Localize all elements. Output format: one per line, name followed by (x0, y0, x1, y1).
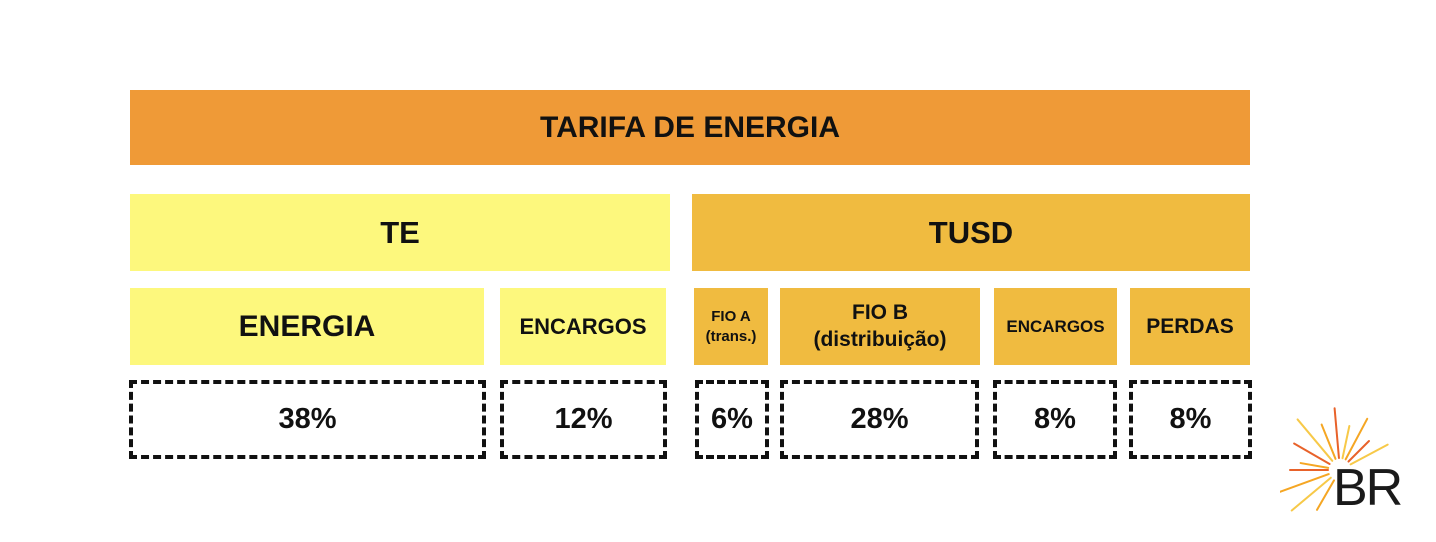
component-encargos-tusd: ENCARGOS (994, 288, 1117, 365)
logo-ray (1344, 417, 1369, 461)
logo-text: BR (1333, 459, 1403, 517)
value-fio-b: 28% (780, 380, 979, 459)
value-perdas: 8% (1129, 380, 1252, 459)
value-fio-a: 6% (695, 380, 769, 459)
logo-ray (1347, 440, 1370, 463)
logo-ray (1349, 443, 1389, 466)
logo-ray (1333, 407, 1340, 460)
component-label: ENERGIA (238, 309, 376, 343)
logo-ray (1290, 476, 1332, 512)
component-label: FIO B (852, 301, 908, 325)
component-sublabel: (distribuição) (813, 327, 947, 351)
component-encargos-te: ENCARGOS (500, 288, 666, 365)
logo-ray (1341, 424, 1351, 460)
value-encargos-te: 12% (500, 380, 667, 459)
component-perdas: PERDAS (1130, 288, 1250, 365)
te-group-header: TE (130, 194, 670, 271)
tariff-title: TARIFA DE ENERGIA (130, 90, 1250, 165)
logo-ray (1316, 479, 1335, 511)
component-label: ENCARGOS (1006, 316, 1105, 336)
component-label: FIO A (711, 308, 751, 325)
component-sublabel: (trans.) (705, 327, 757, 345)
component-label: ENCARGOS (519, 313, 647, 339)
value-encargos-tusd: 8% (993, 380, 1117, 459)
component-label: PERDAS (1146, 314, 1234, 338)
value-energia: 38% (129, 380, 486, 459)
tusd-group-header: TUSD (692, 194, 1250, 271)
logo-ray (1320, 423, 1337, 460)
logo-ray (1280, 473, 1330, 493)
logo-ray (1299, 462, 1330, 469)
component-fio-a: FIO A (trans.) (694, 288, 768, 365)
logo-ray (1293, 442, 1331, 465)
sunburst-logo-icon (1280, 407, 1389, 512)
component-energia: ENERGIA (130, 288, 484, 365)
logo-ray (1296, 418, 1334, 462)
component-fio-b: FIO B (distribuição) (780, 288, 980, 365)
